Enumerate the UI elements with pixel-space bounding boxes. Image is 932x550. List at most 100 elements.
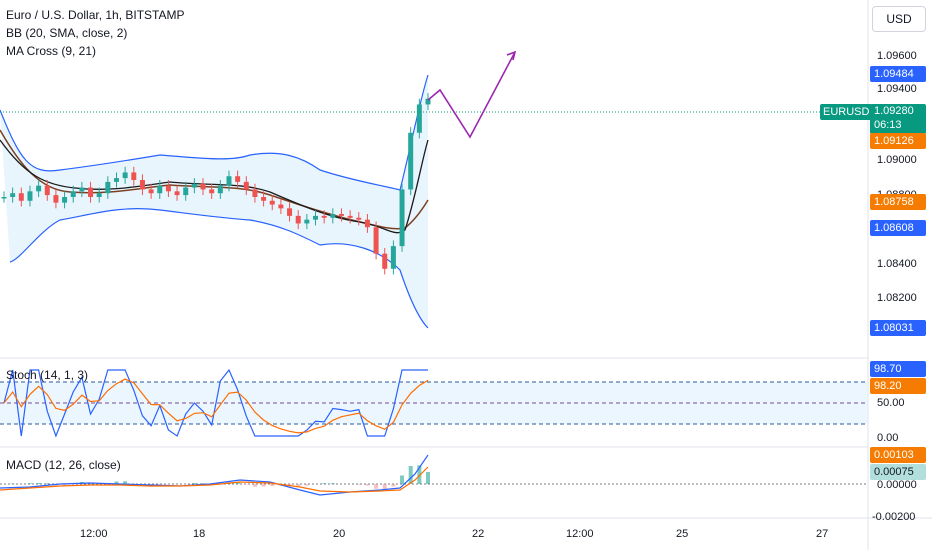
candle-body bbox=[252, 189, 258, 197]
candle-body bbox=[217, 185, 223, 194]
candle-body bbox=[338, 214, 344, 216]
macd-bar bbox=[201, 483, 206, 484]
macd-bar bbox=[304, 484, 309, 486]
macd-bar bbox=[252, 484, 257, 487]
candle-body bbox=[62, 197, 68, 203]
candle-body bbox=[390, 246, 396, 269]
ma-fast bbox=[0, 139, 429, 234]
candle-body bbox=[330, 214, 336, 218]
stoch-d-tag: 98.20 bbox=[870, 378, 926, 394]
bollinger-lower bbox=[9, 208, 429, 329]
last-price-tag: 1.09280 06:13 bbox=[870, 104, 926, 134]
candle-body bbox=[183, 187, 189, 196]
bb-legend[interactable]: BB (20, SMA, close, 2) bbox=[6, 26, 128, 40]
candle-body bbox=[425, 98, 431, 105]
time-tick: 20 bbox=[333, 528, 346, 540]
price-tick: 1.08200 bbox=[877, 292, 917, 304]
symbol-badge: EURUSD bbox=[820, 104, 873, 120]
candle-body bbox=[131, 172, 137, 180]
macd-bar bbox=[123, 481, 128, 484]
macd-bar bbox=[27, 483, 32, 484]
candle-body bbox=[356, 217, 362, 220]
ma-cross-legend[interactable]: MA Cross (9, 21) bbox=[6, 44, 97, 58]
chart-title: Euro / U.S. Dollar, 1h, BITSTAMP bbox=[6, 8, 185, 22]
macd-histogram bbox=[10, 465, 430, 491]
stoch-tick: 50.00 bbox=[877, 397, 905, 409]
time-tick: 12:00 bbox=[566, 528, 594, 540]
candle-body bbox=[364, 219, 370, 228]
candle-body bbox=[113, 178, 119, 182]
macd-bar bbox=[36, 483, 41, 484]
basis-tag: 1.08608 bbox=[870, 220, 926, 236]
time-tick: 25 bbox=[676, 528, 689, 540]
stoch-legend[interactable]: Stoch (14, 1, 3) bbox=[6, 368, 89, 382]
slow-ma-tag: 1.08758 bbox=[870, 194, 926, 210]
candle-body bbox=[105, 181, 111, 194]
price-tick: 1.08400 bbox=[877, 258, 917, 270]
candle-body bbox=[27, 191, 33, 201]
candle-body bbox=[399, 189, 405, 247]
candle-body bbox=[174, 191, 180, 196]
macd-bar bbox=[391, 484, 396, 487]
macd-bar bbox=[235, 482, 240, 484]
candle-body bbox=[36, 185, 42, 192]
fast-ma-tag: 1.09126 bbox=[870, 133, 926, 149]
macd-line bbox=[0, 454, 429, 496]
candle-body bbox=[226, 176, 232, 186]
candle-body bbox=[416, 104, 422, 133]
candle-body bbox=[295, 215, 301, 224]
price-tick: 1.09000 bbox=[877, 154, 917, 166]
candle-body bbox=[191, 183, 197, 188]
macd-bar bbox=[287, 484, 292, 486]
candle-body bbox=[304, 219, 310, 224]
macd-bar bbox=[408, 466, 413, 484]
candle-body bbox=[347, 215, 353, 218]
candle-body bbox=[139, 180, 145, 190]
candle-body bbox=[79, 187, 85, 192]
stoch-k-tag: 98.70 bbox=[870, 361, 926, 377]
candle-body bbox=[18, 193, 24, 201]
time-tick: 27 bbox=[816, 528, 829, 540]
candle-body bbox=[261, 197, 267, 201]
macd-bar bbox=[62, 484, 67, 486]
upper-band-tag: 1.09484 bbox=[870, 66, 926, 82]
macd-bar bbox=[417, 465, 422, 484]
macd-bar bbox=[114, 481, 119, 484]
candle-body bbox=[209, 189, 215, 194]
candle-body bbox=[373, 227, 379, 254]
macd-bar bbox=[382, 484, 387, 491]
bar-countdown: 06:13 bbox=[874, 119, 902, 131]
candle-body bbox=[157, 185, 163, 194]
currency-button[interactable]: USD bbox=[872, 6, 926, 32]
macd-bar bbox=[45, 483, 50, 484]
candle-body bbox=[53, 195, 59, 203]
stoch-d-line bbox=[3, 378, 429, 434]
macd-bar bbox=[19, 484, 24, 485]
candle-body bbox=[96, 193, 102, 197]
candle-body bbox=[10, 193, 16, 197]
macd-bar bbox=[330, 483, 335, 484]
price-tick: 1.09600 bbox=[877, 50, 917, 62]
macd-legend[interactable]: MACD (12, 26, close) bbox=[6, 458, 121, 472]
candle-body bbox=[382, 253, 388, 269]
projection-arrow bbox=[427, 51, 516, 139]
candle-body bbox=[44, 185, 50, 196]
candle-body bbox=[287, 208, 293, 216]
candle-body bbox=[122, 172, 128, 179]
time-tick: 12:00 bbox=[80, 528, 108, 540]
macd-bar bbox=[192, 483, 197, 484]
macd-bar bbox=[365, 484, 370, 486]
price-tick: 1.09400 bbox=[877, 83, 917, 95]
macd-hist-tag: 0.00075 bbox=[870, 464, 926, 480]
candle-body bbox=[148, 189, 154, 194]
macd-bar bbox=[244, 484, 249, 485]
macd-tick: 0.00000 bbox=[877, 479, 917, 491]
candle-body bbox=[88, 187, 94, 197]
candle-body bbox=[321, 215, 327, 218]
time-tick: 22 bbox=[472, 528, 485, 540]
candle-body bbox=[235, 176, 241, 182]
macd-bar bbox=[374, 484, 379, 489]
macd-signal-tag: 0.00103 bbox=[870, 447, 926, 463]
candlestick-series bbox=[1, 93, 431, 275]
